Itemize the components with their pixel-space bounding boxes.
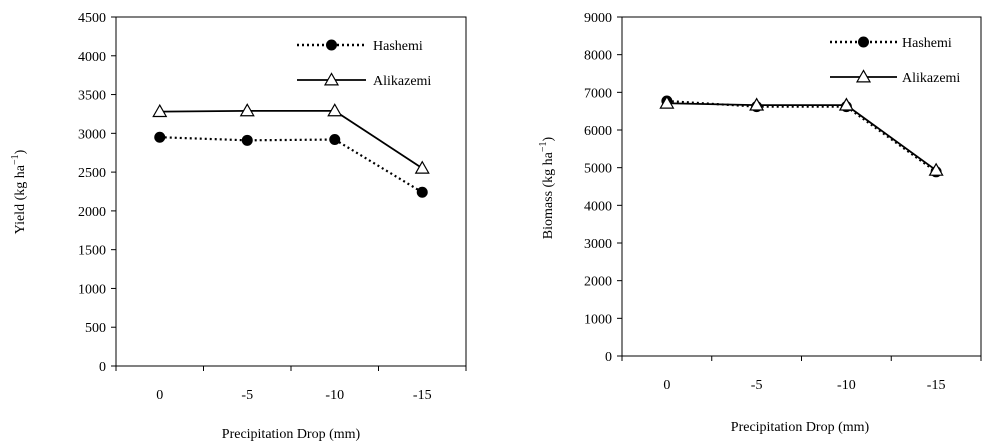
- data-point: [659, 95, 675, 109]
- y-tick-label: 2000: [584, 275, 612, 290]
- series-line: [666, 99, 937, 173]
- legend-label: Hashemi: [373, 39, 423, 54]
- plot-area: [621, 16, 982, 357]
- y-tick-label: 4500: [78, 11, 106, 26]
- x-axis-label: Precipitation Drop (mm): [731, 420, 870, 435]
- data-point: [327, 103, 343, 117]
- data-point: [414, 160, 430, 174]
- data-point: [928, 162, 944, 176]
- x-tick-label: -15: [413, 388, 432, 403]
- y-tick-label: 2000: [78, 205, 106, 220]
- y-tick-label: 3500: [78, 89, 106, 104]
- y-axis-label-close: ): [541, 136, 556, 141]
- y-axis-label: Yield (kg ha−1): [10, 149, 28, 234]
- legend-entry: Hashemi: [830, 36, 952, 51]
- legend-entry: Alikazemi: [830, 69, 960, 86]
- legend-marker: [858, 36, 869, 48]
- data-point: [329, 134, 341, 146]
- plot-area: [115, 16, 467, 367]
- series-alikazemi: [152, 103, 430, 174]
- series-hashemi: [154, 131, 428, 198]
- y-axis-label-close: ): [13, 149, 28, 154]
- data-point: [154, 131, 166, 143]
- chart-1: 0 500 1000 1500 2000 2500 3000 3500 4000 4500 0 -5 -…: [10, 11, 467, 442]
- x-tick-label: -5: [241, 388, 253, 403]
- y-tick-label: 3000: [584, 237, 612, 252]
- y-tick-label: 2500: [78, 166, 106, 181]
- series-line: [666, 102, 937, 172]
- series-alikazemi: [659, 95, 944, 176]
- legend-label: Hashemi: [902, 36, 952, 51]
- y-tick-label: 3000: [78, 127, 106, 142]
- data-point: [239, 103, 255, 117]
- y-tick-label: 500: [85, 321, 106, 336]
- x-tick-label: -15: [927, 378, 946, 393]
- data-point: [152, 103, 168, 118]
- x-tick-label: -10: [325, 388, 344, 403]
- series-line: [159, 136, 423, 194]
- y-tick-label: 0: [99, 360, 106, 375]
- legend-marker: [855, 69, 872, 83]
- y-tick-label: 1000: [78, 282, 106, 297]
- series-line: [159, 109, 423, 169]
- series-hashemi: [661, 95, 942, 178]
- data-point: [749, 97, 765, 111]
- y-tick-label: 0: [605, 350, 612, 365]
- x-tick-label: 0: [156, 388, 163, 403]
- legend-marker: [326, 39, 337, 51]
- chart-2: 0 1000 2000 3000 4000 5000 6000 7000 8000 9000 0 -5…: [538, 11, 982, 435]
- y-tick-label: 1500: [78, 244, 106, 259]
- x-tick-label: -5: [751, 378, 763, 393]
- legend-label: Alikazemi: [373, 74, 431, 89]
- legend-entry: Hashemi: [297, 39, 423, 54]
- y-tick-label: 7000: [584, 86, 612, 101]
- data-point: [241, 134, 253, 146]
- y-tick-label: 5000: [584, 162, 612, 177]
- y-axis-label-superscript: −1: [10, 154, 21, 165]
- y-tick-label: 1000: [584, 312, 612, 327]
- y-tick-label: 9000: [584, 11, 612, 26]
- y-tick-label: 6000: [584, 124, 612, 139]
- legend-label: Alikazemi: [902, 71, 960, 86]
- y-axis-label-main: Biomass (kg ha: [541, 151, 556, 239]
- x-tick-label: 0: [663, 378, 670, 393]
- legend-marker: [323, 72, 340, 86]
- legend-entry: Alikazemi: [297, 72, 431, 89]
- x-axis-label: Precipitation Drop (mm): [222, 427, 361, 442]
- data-point: [416, 186, 428, 198]
- y-tick-label: 4000: [78, 50, 106, 65]
- y-axis-label-superscript: −1: [538, 141, 549, 152]
- y-tick-label: 8000: [584, 49, 612, 64]
- x-tick-label: -10: [837, 378, 856, 393]
- y-axis-label: Biomass (kg ha−1): [538, 136, 556, 239]
- y-tick-label: 4000: [584, 199, 612, 214]
- data-point: [838, 97, 854, 111]
- y-axis-label-main: Yield (kg ha: [13, 164, 28, 234]
